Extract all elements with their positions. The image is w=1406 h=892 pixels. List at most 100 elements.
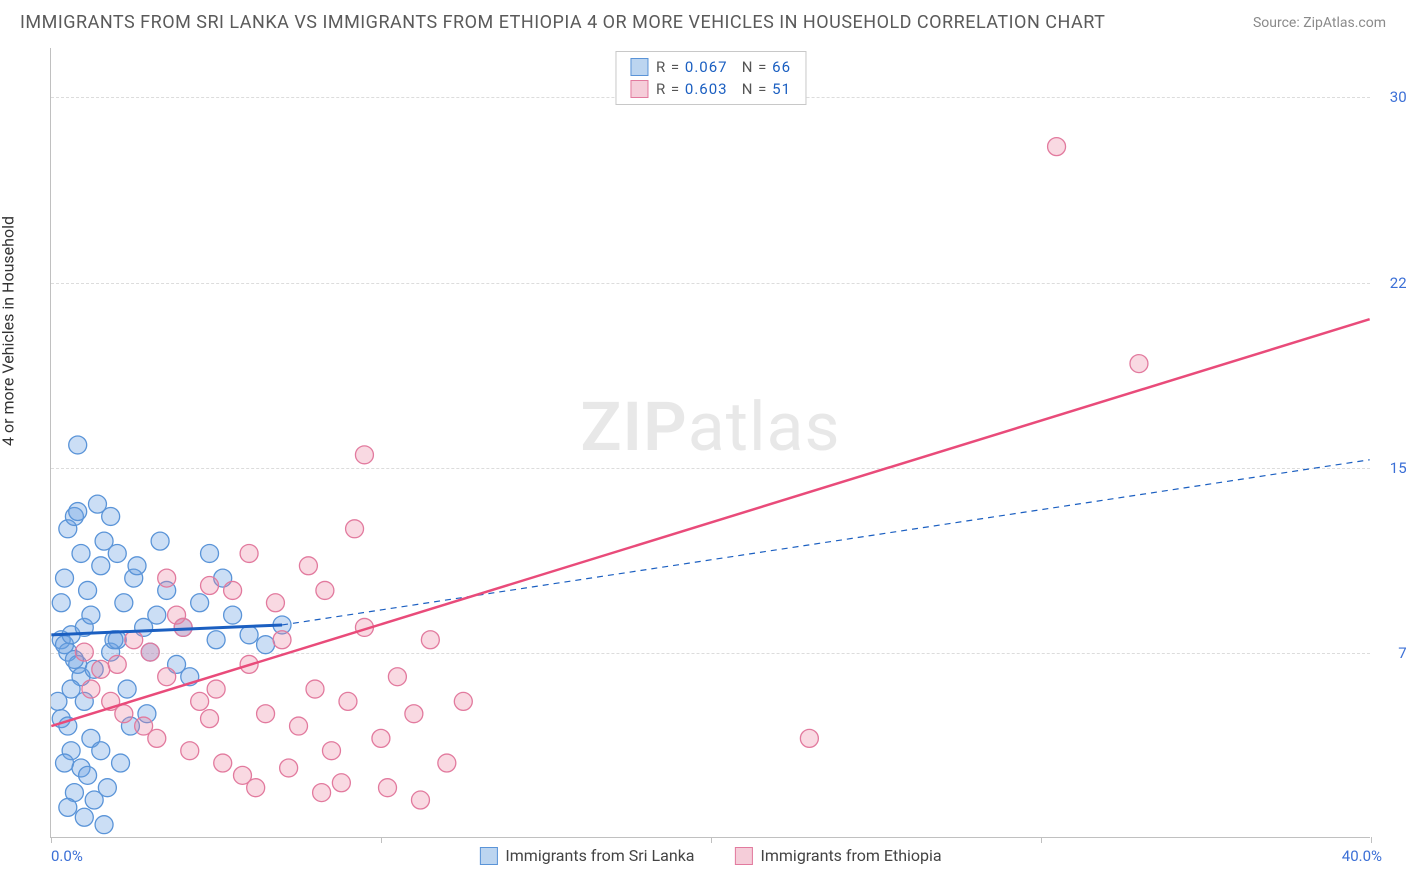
data-point [75,808,93,826]
data-point [379,779,397,797]
data-point [125,631,143,649]
data-point [168,606,186,624]
data-point [92,742,110,760]
swatch-ethiopia-icon [630,80,648,98]
data-point [346,520,364,538]
data-point [51,692,67,710]
legend-item-ethiopia: Immigrants from Ethiopia [735,846,942,865]
trend-line [51,319,1369,726]
x-tick [51,837,52,843]
trend-line-extension [282,460,1370,625]
data-point [322,742,340,760]
data-point [306,680,324,698]
data-point [332,774,350,792]
legend-item-srilanka: Immigrants from Sri Lanka [479,846,694,865]
data-point [158,569,176,587]
data-point [247,779,265,797]
data-point [313,784,331,802]
data-point [148,606,166,624]
x-max-label: 40.0% [1342,847,1382,865]
data-point [56,569,74,587]
data-point [405,705,423,723]
data-point [299,557,317,575]
x-tick [711,837,712,843]
data-point [454,692,472,710]
data-point [240,626,258,644]
data-point [201,544,219,562]
data-point [158,668,176,686]
data-point [207,680,225,698]
data-point [1048,138,1066,156]
data-point [266,594,284,612]
legend-label-srilanka: Immigrants from Sri Lanka [505,846,694,865]
data-point [72,544,90,562]
data-point [79,581,97,599]
data-point [240,544,258,562]
data-point [1130,355,1148,373]
data-point [257,636,275,654]
y-tick-label: 22.5% [1375,274,1406,292]
x-min-label: 0.0% [51,847,83,865]
swatch-ethiopia-icon [735,847,753,865]
data-point [95,816,113,834]
legend-stat-row-2: R = 0.603 N = 51 [630,78,791,100]
data-point [290,717,308,735]
data-point [115,594,133,612]
data-point [128,557,146,575]
data-point [79,766,97,784]
y-tick-label: 15.0% [1375,459,1406,477]
data-point [201,577,219,595]
data-point [224,606,242,624]
swatch-srilanka-icon [479,847,497,865]
data-point [112,754,130,772]
data-point [92,557,110,575]
data-point [191,692,209,710]
data-point [75,643,93,661]
data-point [207,631,225,649]
legend-label-ethiopia: Immigrants from Ethiopia [761,846,942,865]
data-point [355,446,373,464]
data-point [273,631,291,649]
data-point [59,798,77,816]
data-point [82,606,100,624]
data-point [115,705,133,723]
data-point [280,759,298,777]
data-point [438,754,456,772]
data-point [151,532,169,550]
data-point [92,660,110,678]
data-point [800,729,818,747]
data-point [411,791,429,809]
data-point [102,507,120,525]
x-tick [381,837,382,843]
swatch-srilanka-icon [630,58,648,76]
y-axis-label: 4 or more Vehicles in Household [0,216,18,446]
scatter-svg [51,48,1370,837]
data-point [181,742,199,760]
data-point [56,754,74,772]
legend-stats-box: R = 0.067 N = 66 R = 0.603 N = 51 [615,51,806,105]
legend-stat-row-1: R = 0.067 N = 66 [630,56,791,78]
legend-bottom: Immigrants from Sri Lanka Immigrants fro… [479,846,941,865]
data-point [52,594,70,612]
data-point [141,643,159,661]
chart-title: IMMIGRANTS FROM SRI LANKA VS IMMIGRANTS … [20,12,1105,33]
x-tick [1371,837,1372,843]
data-point [148,729,166,747]
data-point [421,631,439,649]
data-point [224,581,242,599]
data-point [372,729,390,747]
data-point [118,680,136,698]
source-label: Source: ZipAtlas.com [1253,15,1386,31]
data-point [69,503,87,521]
data-point [339,692,357,710]
x-tick [1041,837,1042,843]
data-point [214,754,232,772]
data-point [85,791,103,809]
data-point [69,436,87,454]
data-point [82,680,100,698]
data-point [201,710,219,728]
data-point [316,581,334,599]
data-point [191,594,209,612]
data-point [108,655,126,673]
y-tick-label: 7.5% [1375,644,1406,662]
